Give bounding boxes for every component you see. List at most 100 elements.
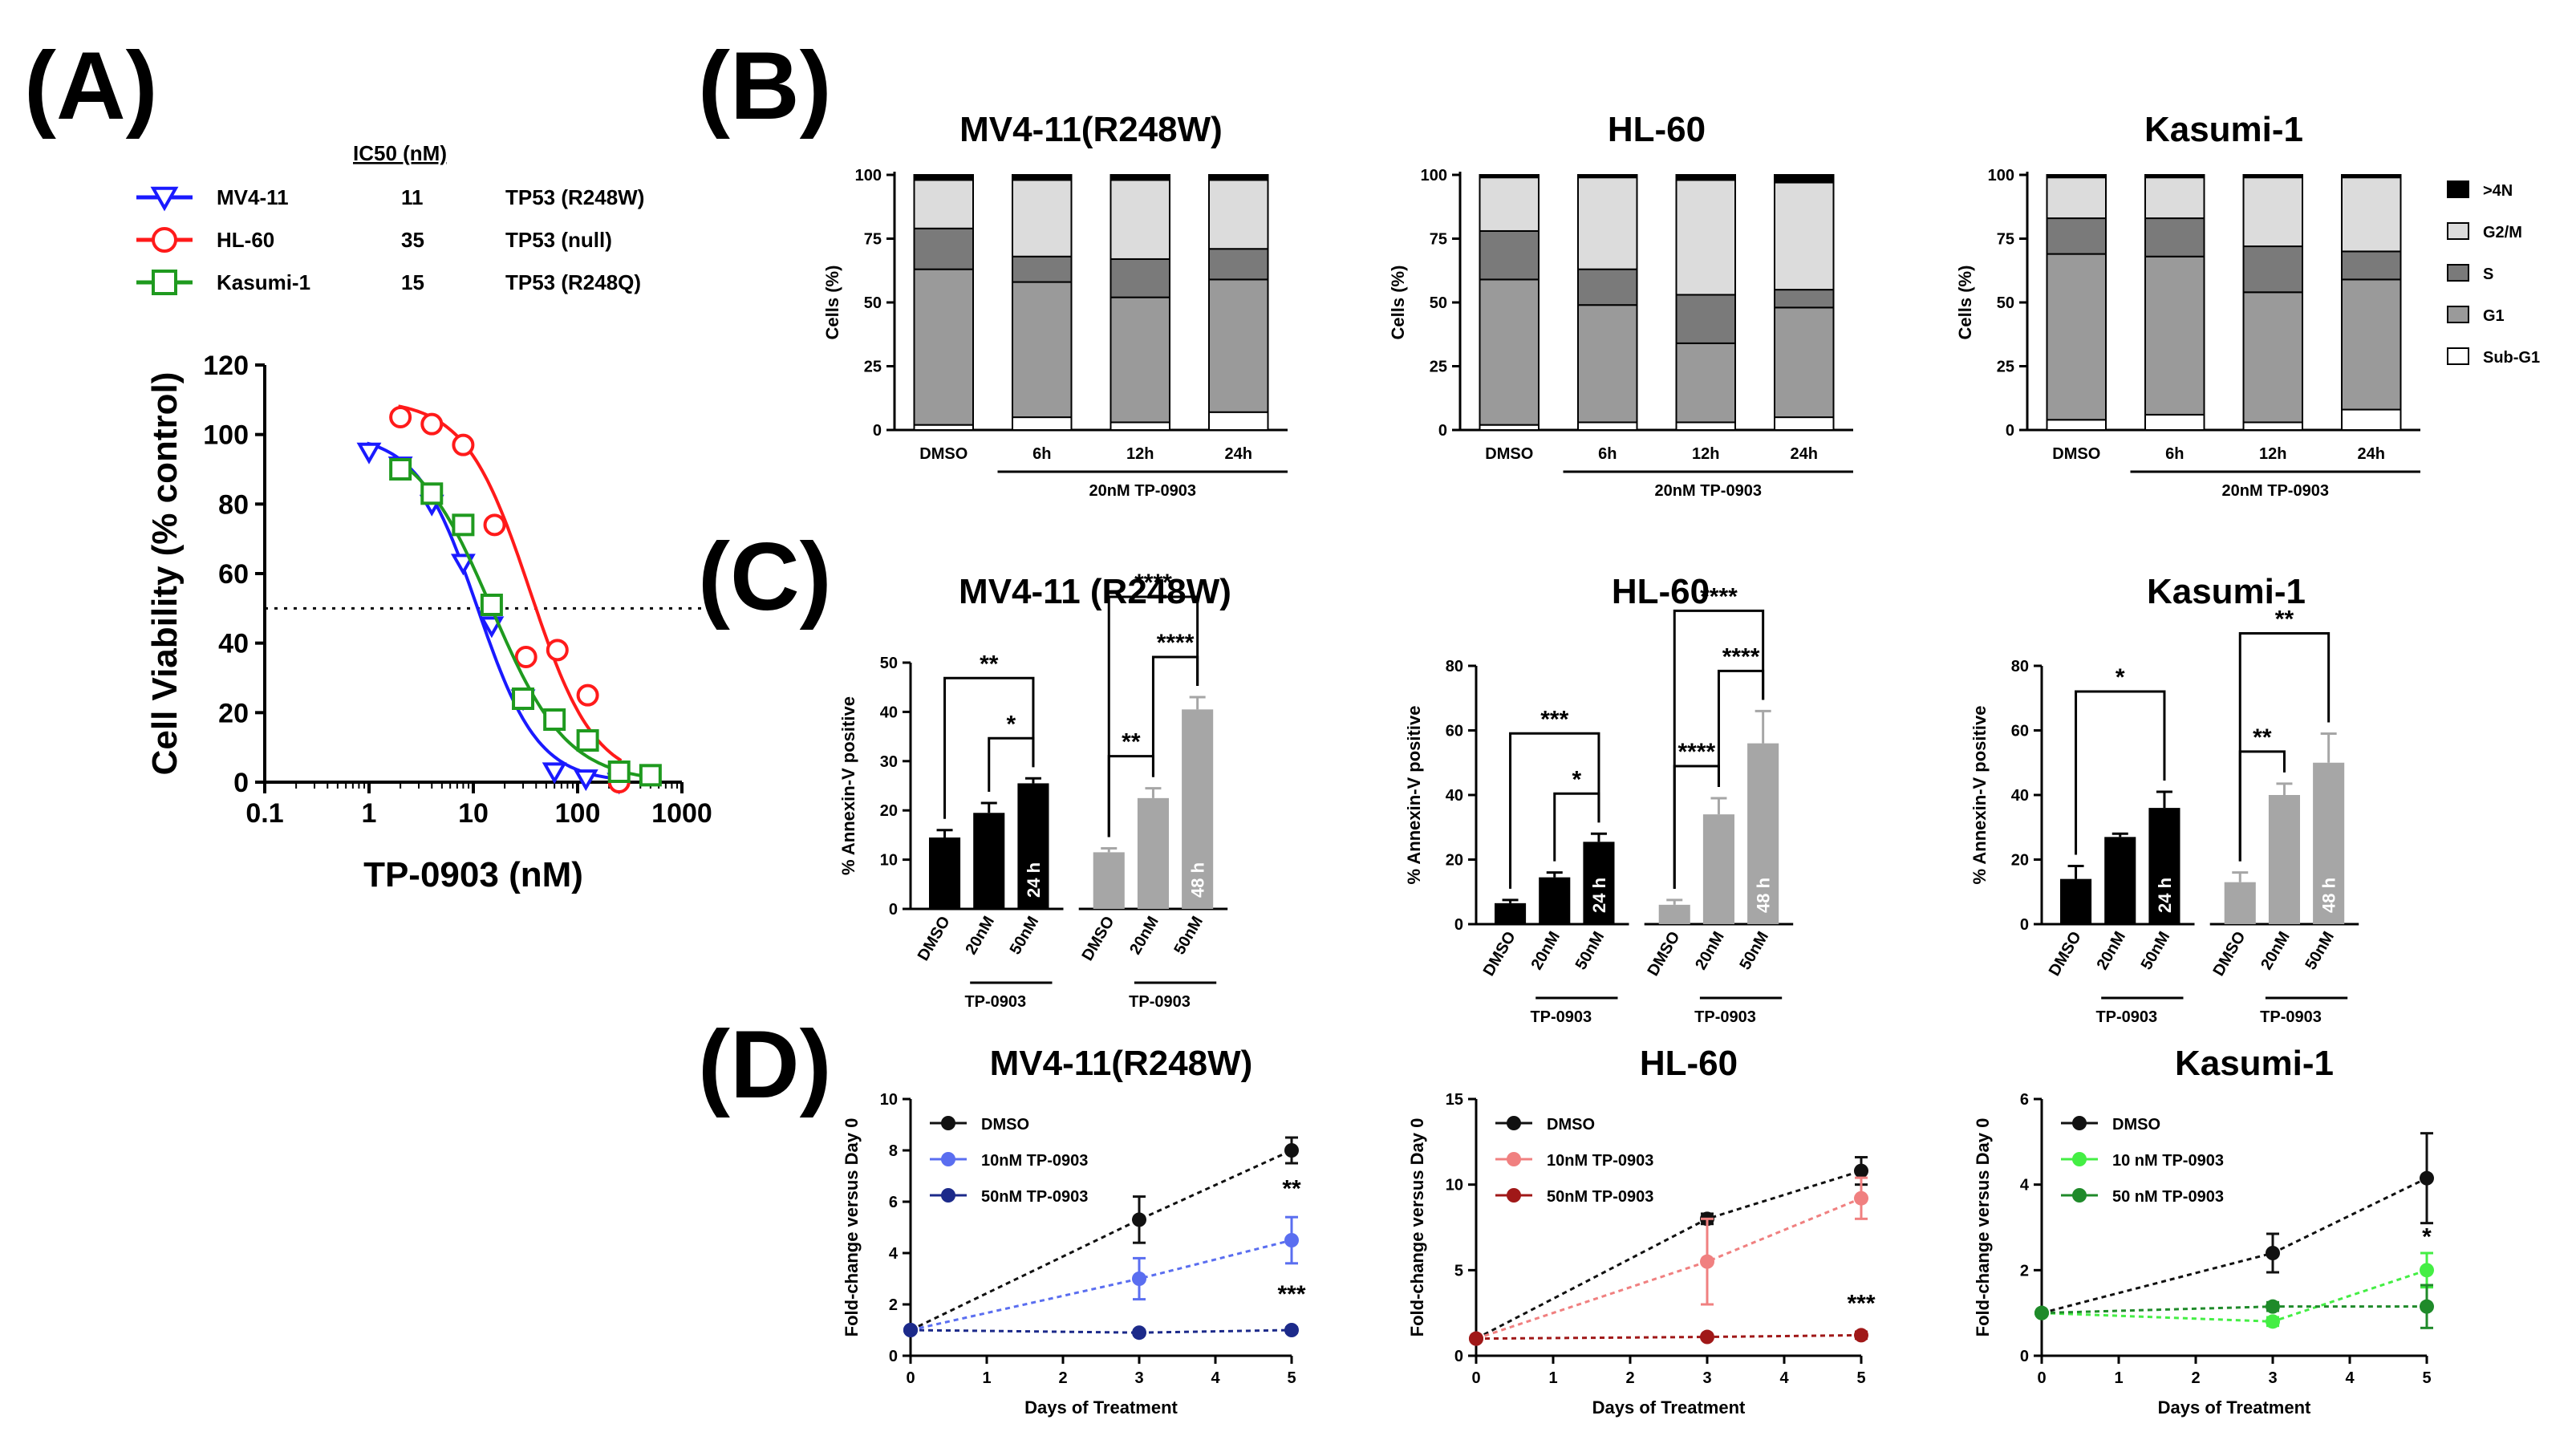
bar-segment-g2-m xyxy=(1675,179,1736,296)
y-axis-title: Cells (%) xyxy=(822,266,842,340)
y-tick-label: 40 xyxy=(218,629,249,659)
y-tick-label: 50 xyxy=(1430,294,1447,312)
y-tick-label: 100 xyxy=(203,420,249,451)
x-tick-label: 2 xyxy=(1625,1369,1634,1387)
data-point xyxy=(1700,1254,1714,1269)
y-tick-label: 40 xyxy=(880,704,898,721)
bar xyxy=(1137,797,1169,909)
series-line-1 xyxy=(910,1239,1292,1332)
y-tick-label: 60 xyxy=(218,559,249,590)
x-axis-title: TP-0903 (nM) xyxy=(363,855,583,894)
bar-segment-s xyxy=(1208,248,1269,281)
y-axis-title: % Annexin-V positive xyxy=(1404,706,1424,885)
x-tick-label: 0 xyxy=(1471,1369,1480,1387)
legend-label: 10nM TP-0903 xyxy=(981,1152,1088,1170)
y-axis-title: % Annexin-V positive xyxy=(838,696,858,875)
bar-segment--4n xyxy=(1012,174,1073,181)
data-point xyxy=(1132,1325,1146,1341)
bar-segment-g2-m xyxy=(1110,179,1170,260)
legend-name: Kasumi-1 xyxy=(217,270,310,294)
bar-segment-sub-g1 xyxy=(2242,421,2303,432)
x-tick-label: 1 xyxy=(982,1369,991,1387)
y-tick-label: 0 xyxy=(873,422,882,440)
panel-label-c: (C) xyxy=(698,523,832,631)
legend-swatch xyxy=(2447,222,2469,240)
x-tick-label: DMSO xyxy=(2210,929,2249,980)
significance-bracket xyxy=(943,676,1035,819)
x-tick-label: 1 xyxy=(1548,1369,1557,1387)
y-tick-label: 0 xyxy=(1454,916,1463,934)
bar-segment-s xyxy=(1577,268,1638,306)
legend-marker xyxy=(941,1188,955,1203)
chart-title: HL-60 xyxy=(1612,572,1710,611)
bar-segment-s xyxy=(1012,255,1073,283)
x-tick-label: 4 xyxy=(2345,1369,2355,1387)
bar-segment--4n xyxy=(1774,174,1835,184)
bar-group-label: 24 h xyxy=(1589,878,1609,913)
legend-label: DMSO xyxy=(981,1116,1029,1134)
y-tick-label: 0 xyxy=(2006,422,2014,440)
x-tick-label: 4 xyxy=(1779,1369,1789,1387)
y-tick-label: 60 xyxy=(1446,723,1463,740)
x-tick-label: 12h xyxy=(1692,445,1719,463)
bar-segment-g2-m xyxy=(913,179,974,229)
significance-bracket xyxy=(1509,732,1600,889)
x-tick-label: 10 xyxy=(458,798,489,829)
legend-label: DMSO xyxy=(1547,1116,1595,1134)
data-point xyxy=(1132,1272,1146,1286)
legend-label: 50nM TP-0903 xyxy=(1547,1188,1653,1206)
bar xyxy=(2224,882,2256,924)
significance-label: * xyxy=(2422,1223,2432,1250)
series-line-0 xyxy=(2041,1177,2428,1315)
chart-growth-hl-60: HL-60 0 5 10 15 0 1 2 3 4 5 Days of Treatment Fold-c… xyxy=(1407,1044,1876,1418)
treatment-label: 20nM TP-0903 xyxy=(1089,482,1196,500)
bar-segment-s xyxy=(1110,258,1170,298)
bar-segment-g2-m xyxy=(1012,179,1073,258)
y-tick-label: 80 xyxy=(1446,658,1463,675)
series-line-0 xyxy=(910,1149,1292,1332)
bar xyxy=(2268,795,2300,924)
legend-label: 50nM TP-0903 xyxy=(981,1188,1088,1206)
y-tick-label: 4 xyxy=(2020,1177,2030,1194)
data-point-hl-60 xyxy=(452,433,475,456)
bar-segment-sub-g1 xyxy=(2046,419,2107,432)
y-tick-label: 0 xyxy=(2020,916,2029,934)
bar xyxy=(1093,852,1125,909)
bar-segment-sub-g1 xyxy=(2144,413,2205,431)
bar-segment-s xyxy=(2341,250,2402,281)
legend-marker xyxy=(941,1116,955,1130)
y-tick-label: 0 xyxy=(233,768,249,798)
chart-title: HL-60 xyxy=(1640,1044,1738,1083)
panel-label-a: (A) xyxy=(24,32,158,140)
bar-segment-g1 xyxy=(2341,278,2402,411)
panel-label-b: (B) xyxy=(698,32,832,140)
y-axis-title: Fold-change versus Day 0 xyxy=(1407,1118,1427,1337)
y-axis-title: Cells (%) xyxy=(1388,266,1408,340)
y-tick-label: 75 xyxy=(864,231,882,249)
y-tick-label: 50 xyxy=(864,294,882,312)
y-tick-label: 40 xyxy=(2011,787,2029,805)
x-tick-label: 20nM xyxy=(1527,929,1564,973)
bar-segment-g2-m xyxy=(1479,176,1540,232)
x-tick-label: 24h xyxy=(1791,445,1818,463)
data-point-hl-60 xyxy=(576,683,599,707)
data-point xyxy=(2034,1305,2049,1320)
group-label: TP-0903 xyxy=(2260,1008,2322,1026)
legend-label: >4N xyxy=(2483,182,2513,200)
data-point xyxy=(2266,1246,2280,1260)
data-point xyxy=(903,1323,918,1337)
y-tick-label: 25 xyxy=(1430,359,1447,376)
x-tick-label: DMSO xyxy=(2052,445,2100,463)
x-tick-label: 20nM xyxy=(2258,929,2294,973)
legend-label: 10nM TP-0903 xyxy=(1547,1152,1653,1170)
y-tick-label: 75 xyxy=(1997,231,2014,249)
data-point-mv4-11 xyxy=(542,762,567,785)
significance-label: ** xyxy=(980,651,999,677)
bar-segment--4n xyxy=(1577,174,1638,179)
legend-tp53: TP53 (R248W) xyxy=(505,185,644,209)
bar-segment-sub-g1 xyxy=(1675,421,1736,432)
bar-segment-s xyxy=(1675,294,1736,344)
significance-bracket xyxy=(1107,595,1199,838)
x-tick-label: 20nM xyxy=(1126,914,1162,958)
legend-name: MV4-11 xyxy=(217,185,289,209)
